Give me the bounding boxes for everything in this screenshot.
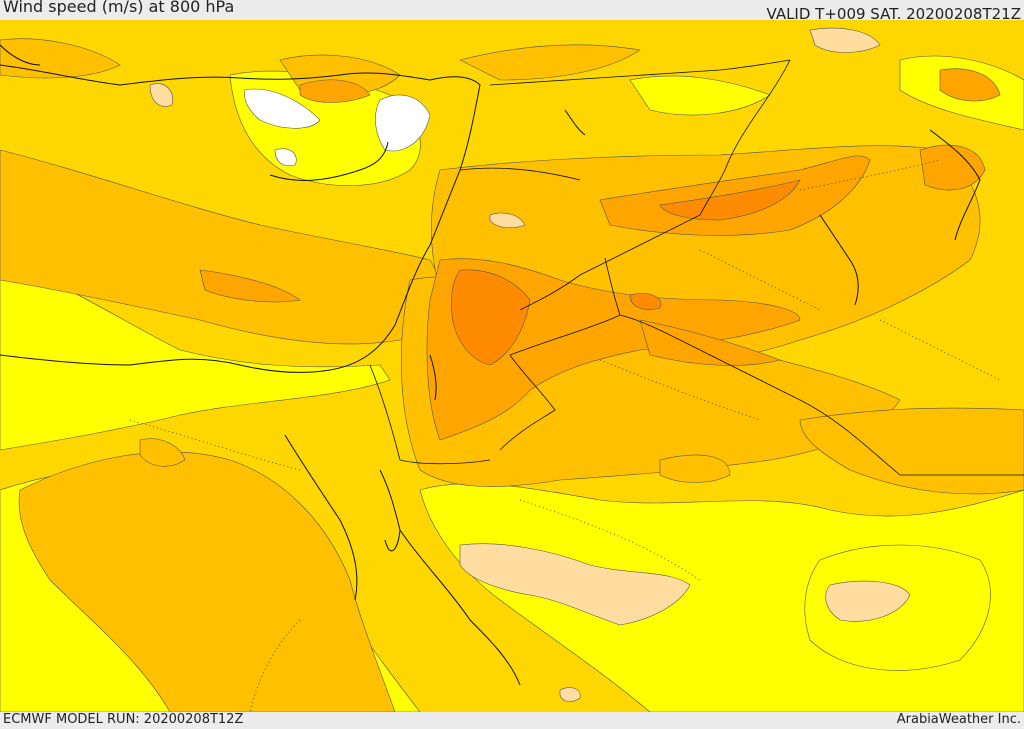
coastlines xyxy=(0,44,981,686)
header-bar: Wind speed (m/s) at 800 hPa VALID T+009 … xyxy=(0,0,1024,23)
peach-areas xyxy=(149,27,911,702)
valid-time: VALID T+009 SAT. 20200208T21Z xyxy=(766,5,1021,23)
map-title: Wind speed (m/s) at 800 hPa xyxy=(3,0,235,16)
country-borders xyxy=(369,59,1024,476)
calm-wind-areas xyxy=(244,88,431,167)
credit: ArabiaWeather Inc. xyxy=(896,712,1021,727)
model-run: ECMWF MODEL RUN: 20200208T12Z xyxy=(3,712,244,727)
map-svg xyxy=(0,20,1024,712)
very-strong-wind-core xyxy=(451,179,801,366)
footer-bar: ECMWF MODEL RUN: 20200208T12Z ArabiaWeat… xyxy=(0,712,1024,729)
admin-boundaries xyxy=(129,159,1001,712)
wind-speed-map xyxy=(0,20,1024,712)
